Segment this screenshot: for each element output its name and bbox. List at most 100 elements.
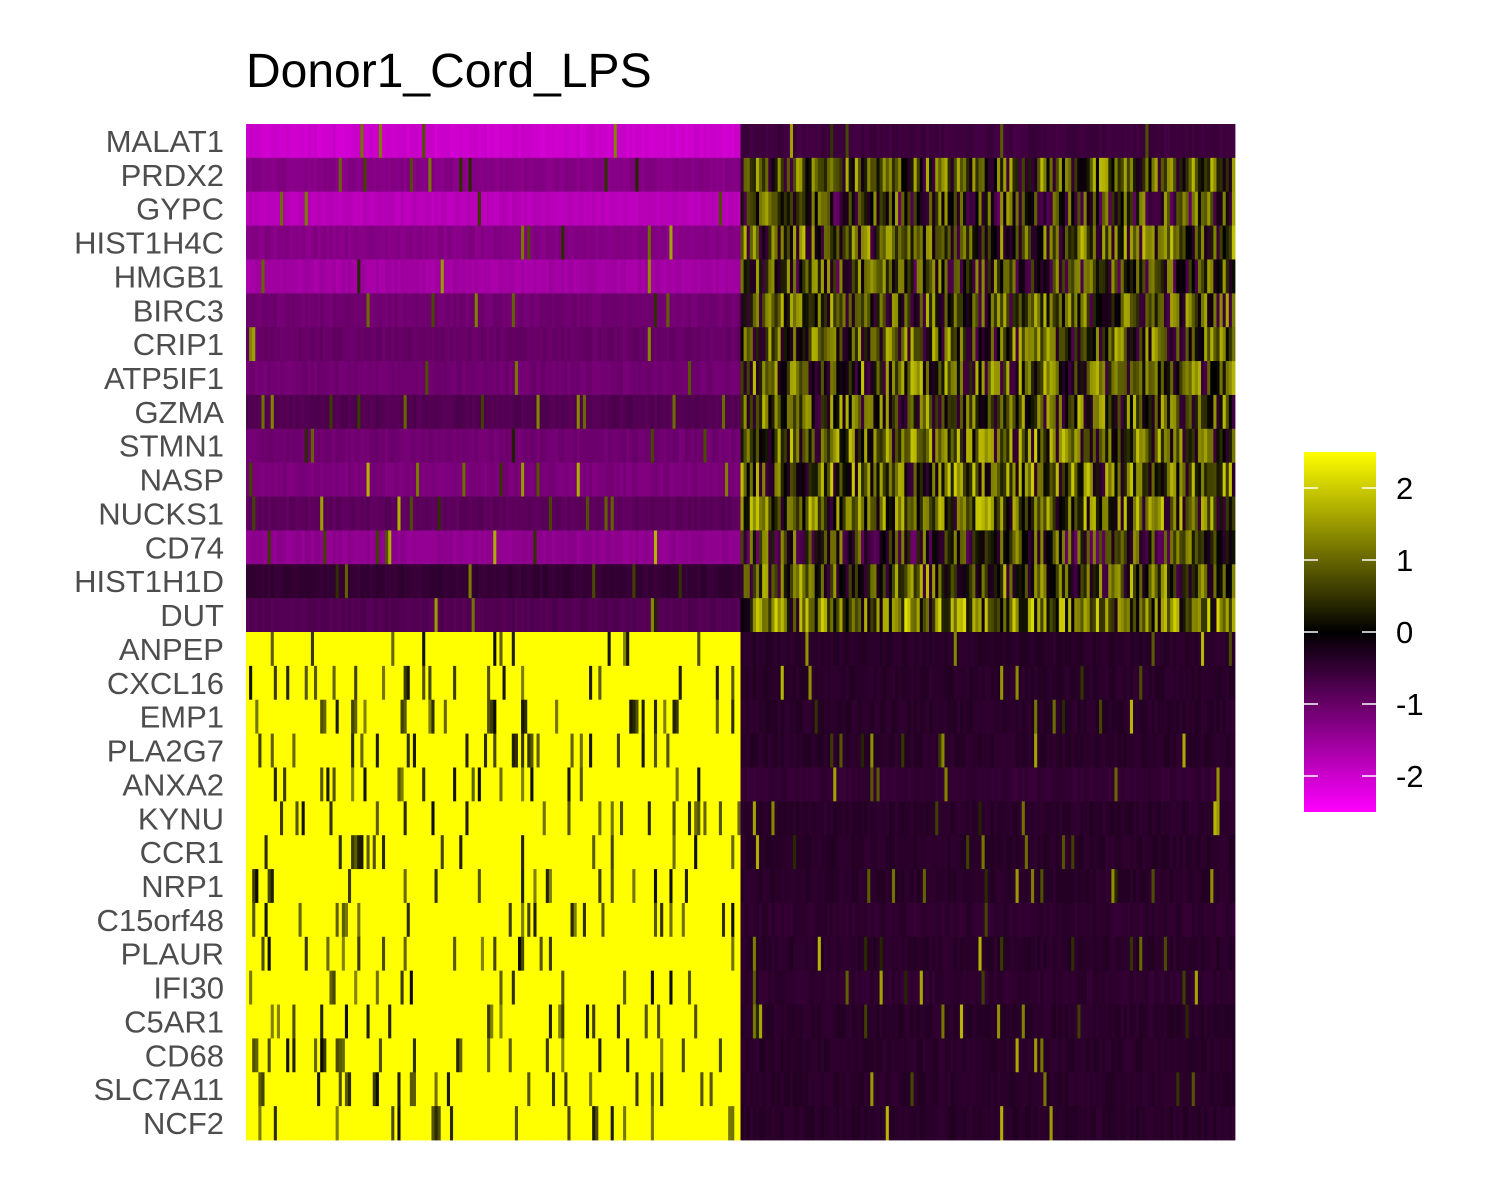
heatmap-cell — [823, 428, 828, 464]
heatmap-cell — [434, 225, 439, 260]
heatmap-cell — [598, 462, 602, 497]
heatmap-cell — [1049, 293, 1054, 328]
heatmap-cell — [1142, 496, 1146, 531]
heatmap-cell — [1194, 598, 1199, 633]
heatmap-cell — [1114, 462, 1118, 497]
heatmap-cell — [388, 293, 392, 328]
heatmap-cell — [635, 428, 639, 464]
heatmap-cell — [471, 564, 476, 599]
heatmap-cell — [972, 496, 976, 531]
heatmap-cell — [1018, 428, 1023, 464]
heatmap-cell — [280, 157, 284, 193]
heatmap-cell — [280, 598, 284, 633]
heatmap-cell — [601, 428, 605, 464]
heatmap-cell — [1012, 259, 1016, 294]
heatmap-cell — [564, 462, 568, 497]
heatmap-cell — [950, 293, 955, 328]
heatmap-cell — [947, 293, 952, 328]
heatmap-cell — [471, 124, 476, 159]
heatmap-cell — [1068, 598, 1072, 633]
heatmap-cell — [626, 428, 630, 464]
heatmap-cell — [313, 157, 318, 193]
heatmap-cell — [304, 530, 309, 565]
heatmap-cell — [610, 428, 615, 464]
heatmap-cell — [255, 259, 259, 294]
heatmap-cell — [703, 361, 707, 396]
heatmap-cell — [1003, 191, 1007, 226]
heatmap-cell — [564, 225, 568, 260]
heatmap-cell — [335, 530, 340, 565]
heatmap-cell — [551, 394, 556, 430]
heatmap-cell — [320, 598, 324, 633]
heatmap-cell — [391, 157, 395, 193]
heatmap-cell — [329, 530, 333, 565]
heatmap-cell — [879, 225, 884, 260]
heatmap-cell — [502, 225, 507, 260]
heatmap-cell — [771, 428, 775, 464]
heatmap-cell — [471, 496, 476, 531]
heatmap-cell — [1105, 530, 1109, 565]
heatmap-cell — [768, 361, 772, 396]
heatmap-cell — [932, 394, 936, 430]
heatmap-cell — [1031, 361, 1035, 396]
heatmap-cell — [839, 394, 843, 430]
heatmap-cell — [1163, 394, 1168, 430]
heatmap-cell — [514, 361, 519, 396]
heatmap-cell — [1003, 598, 1007, 633]
heatmap-cell — [771, 124, 775, 159]
heatmap-cell — [1027, 428, 1032, 464]
heatmap-cell — [323, 428, 327, 464]
heatmap-cell — [919, 564, 924, 599]
heatmap-cell — [990, 564, 995, 599]
heatmap-cell — [793, 428, 797, 464]
heatmap-cell — [246, 191, 250, 226]
heatmap-cell — [1191, 598, 1196, 633]
heatmap-cell — [347, 361, 352, 396]
heatmap-cell — [579, 191, 584, 226]
heatmap-cell — [298, 564, 303, 599]
heatmap-cell — [462, 564, 466, 599]
heatmap-cell — [477, 293, 482, 328]
heatmap-cell — [895, 564, 899, 599]
heatmap-cell — [644, 462, 649, 497]
heatmap-cell — [768, 428, 772, 464]
heatmap-cell — [255, 293, 259, 328]
heatmap-cell — [1117, 428, 1122, 464]
heatmap-cell — [913, 598, 918, 633]
heatmap-cell — [752, 124, 757, 159]
heatmap-cell — [836, 632, 840, 667]
heatmap-cell — [1034, 496, 1038, 531]
heatmap-cell — [360, 293, 364, 328]
heatmap-cell — [341, 124, 346, 159]
heatmap-cell — [412, 124, 417, 159]
heatmap-cell — [1099, 157, 1103, 193]
heatmap-cell — [496, 259, 500, 294]
heatmap-cell — [907, 293, 911, 328]
heatmap-cell — [650, 496, 655, 531]
heatmap-cell — [817, 530, 822, 565]
heatmap-cell — [1068, 394, 1072, 430]
heatmap-cell — [1228, 496, 1233, 531]
heatmap-cell — [1092, 564, 1097, 599]
heatmap-cell — [882, 225, 887, 260]
heatmap-cell — [1213, 124, 1217, 159]
heatmap-cell — [981, 598, 986, 633]
heatmap-cell — [258, 632, 262, 667]
heatmap-cell — [344, 225, 349, 260]
heatmap-cell — [765, 564, 769, 599]
heatmap-cell — [1021, 225, 1026, 260]
heatmap-cell — [1191, 191, 1196, 226]
heatmap-cell — [1216, 598, 1220, 633]
heatmap-cell — [1061, 124, 1066, 159]
heatmap-cell — [616, 225, 621, 260]
heatmap-cell — [885, 293, 890, 328]
heatmap-cell — [876, 124, 880, 159]
heatmap-cell — [1099, 361, 1103, 396]
heatmap-cell — [323, 598, 327, 633]
heatmap-cell — [740, 394, 744, 430]
heatmap-cell — [864, 598, 868, 633]
heatmap-cell — [1148, 462, 1152, 497]
heatmap-cell — [857, 327, 862, 362]
heatmap-cell — [762, 632, 766, 667]
heatmap-cell — [1145, 225, 1149, 260]
